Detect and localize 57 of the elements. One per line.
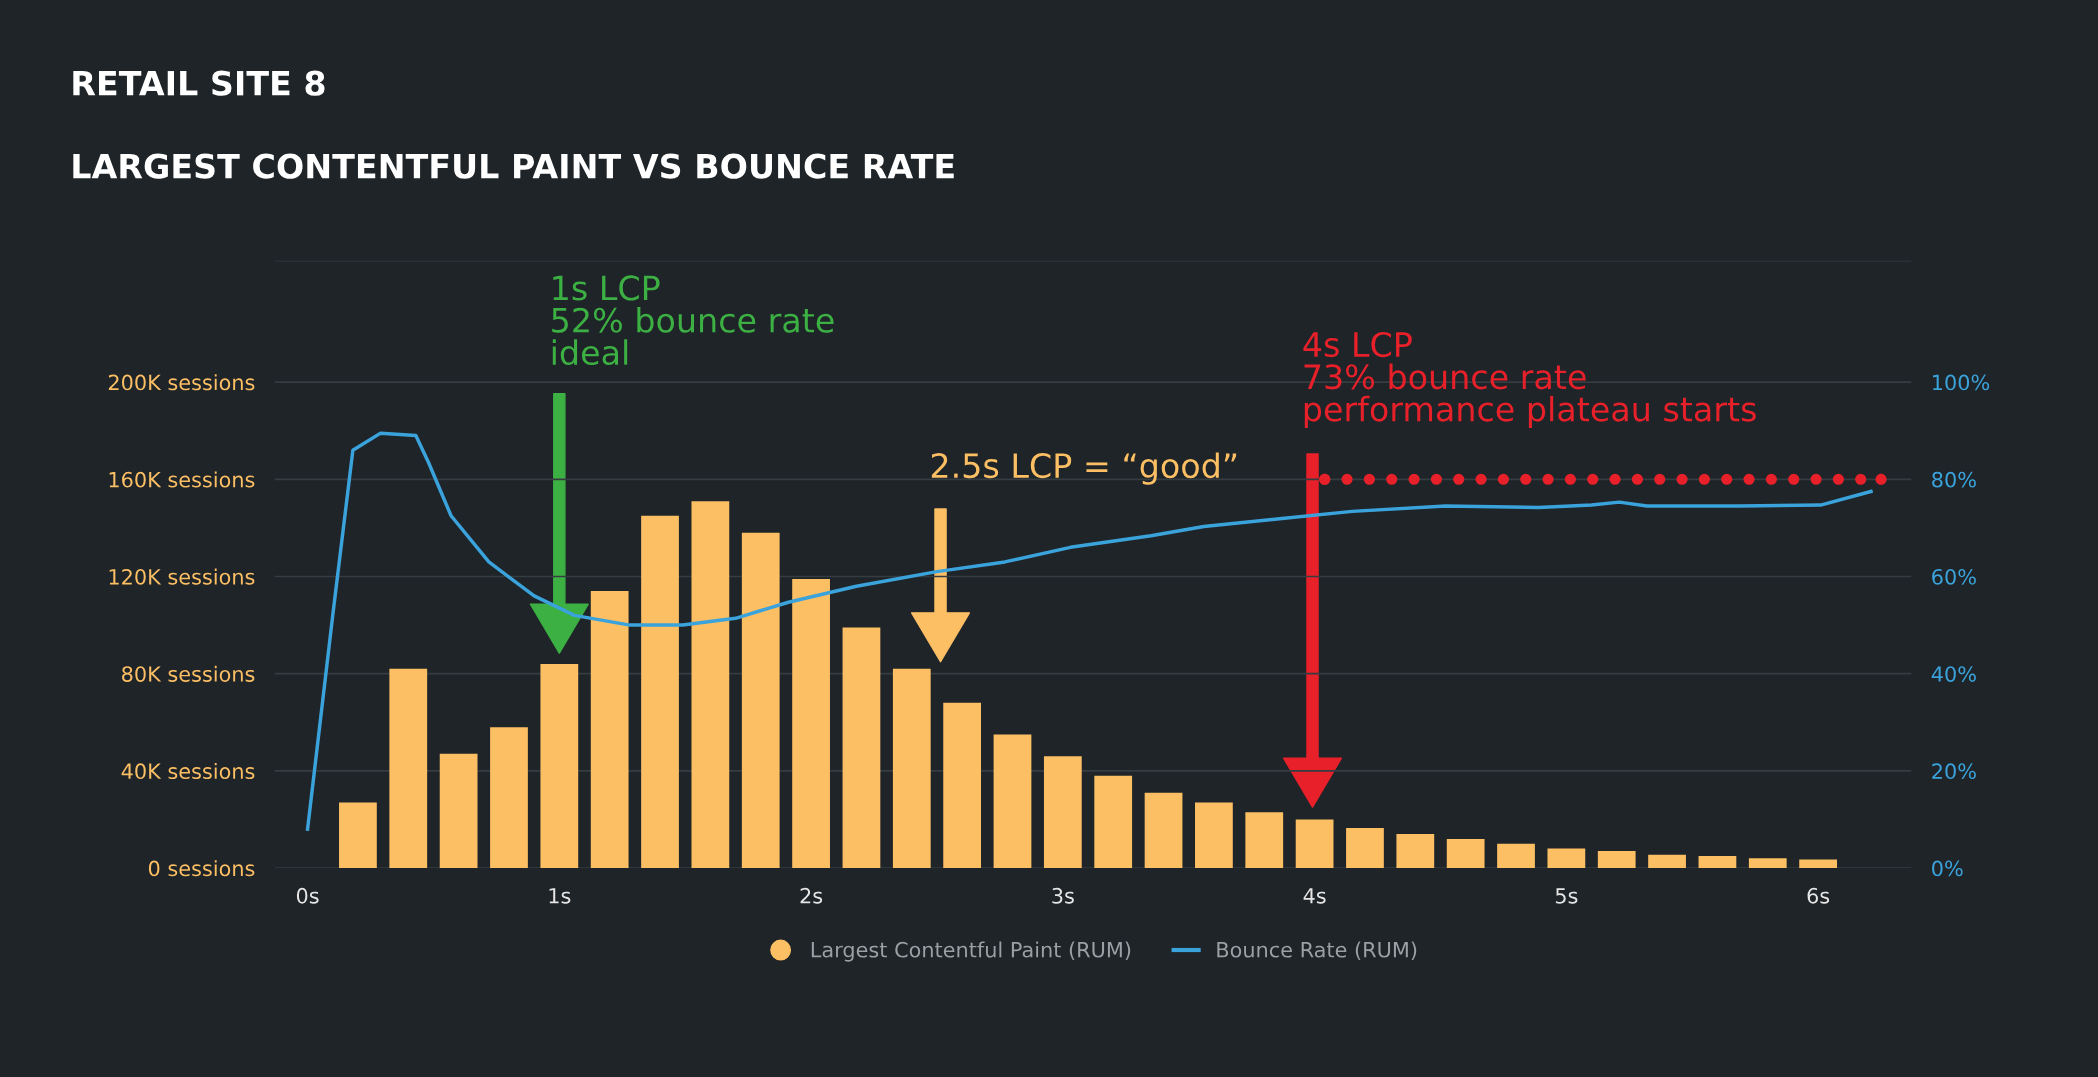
annotation: 1s LCP 52% bounce rate ideal	[552, 275, 834, 366]
bar	[389, 668, 428, 869]
x-tick-label: 3s	[1052, 887, 1074, 904]
bar	[1446, 838, 1485, 869]
x-tick-label: 1s	[549, 888, 571, 904]
bar	[993, 734, 1032, 869]
bar	[792, 578, 830, 869]
y-tick-label: 0 sessions	[148, 860, 255, 877]
y-tick-label: 80K sessions	[122, 665, 255, 682]
annotation: 4s LCP 73% bounce rate performance plateau starts	[1303, 331, 1756, 429]
y-tick-label: 40K sessions	[121, 762, 255, 780]
bar	[1698, 855, 1737, 869]
bar	[1245, 812, 1284, 869]
bar	[1295, 819, 1334, 869]
bar	[590, 591, 629, 869]
bar	[1043, 756, 1082, 869]
legend-label: Largest Contentful Paint (RUM)	[811, 941, 1131, 962]
bar	[1648, 854, 1686, 869]
bar	[540, 663, 579, 869]
chart-subtitle: LARGEST CONTENTFUL PAINT VS BOUNCE RATE	[73, 153, 954, 179]
bar	[1144, 792, 1183, 869]
bar	[1748, 858, 1787, 869]
x-tick-label: 6s	[1807, 887, 1830, 904]
bar	[691, 501, 730, 869]
bar	[943, 702, 982, 869]
y-tick-label: 120K sessions	[109, 568, 255, 585]
bar	[641, 515, 679, 869]
y2-tick-label: 20%	[1932, 763, 1976, 780]
y2-tick-label: 60%	[1932, 568, 1976, 585]
bar	[1497, 843, 1535, 869]
bar	[1094, 775, 1133, 869]
y2-tick-label: 80%	[1932, 471, 1976, 488]
y2-tick-label: 0%	[1932, 860, 1963, 877]
bar	[741, 532, 780, 869]
bar	[1195, 802, 1233, 869]
annotation: 2.5s LCP = “good”	[931, 452, 1237, 485]
y-tick-label: 160K sessions	[109, 471, 255, 488]
bar	[439, 753, 478, 869]
x-tick-label: 5s	[1555, 888, 1578, 904]
y2-tick-label: 100%	[1933, 374, 1990, 391]
x-tick-label: 0s	[296, 887, 319, 904]
bar	[842, 627, 881, 869]
y2-tick-label: 40%	[1931, 666, 1976, 682]
bar	[1799, 859, 1838, 869]
chart-title: RETAIL SITE 8	[73, 70, 325, 96]
bar	[490, 727, 528, 869]
x-tick-label: 2s	[800, 887, 823, 904]
bar	[892, 668, 931, 869]
legend-label: Bounce Rate (RUM)	[1217, 941, 1417, 961]
x-tick-label: 4s	[1303, 888, 1326, 904]
bar	[1396, 834, 1435, 869]
y-tick-label: 200K sessions	[108, 374, 255, 391]
bar	[1346, 827, 1384, 869]
bar	[339, 802, 377, 869]
bar	[1597, 851, 1636, 869]
bar	[1547, 848, 1586, 869]
line-series	[305, 431, 1873, 831]
